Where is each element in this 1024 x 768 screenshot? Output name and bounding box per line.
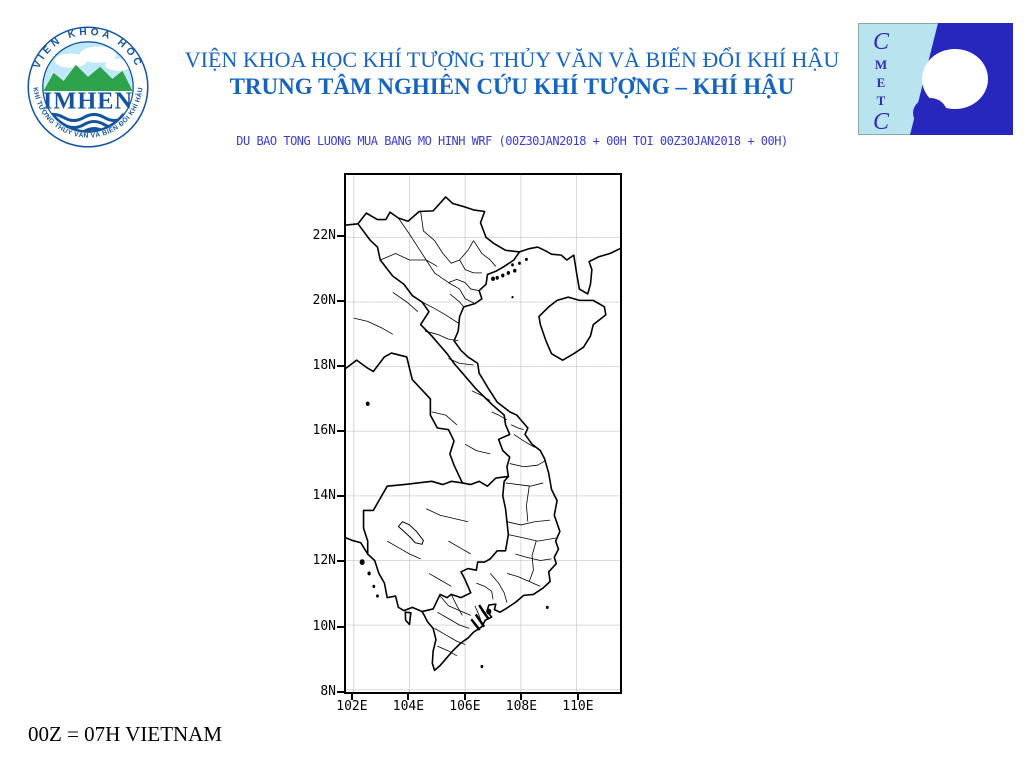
x-axis-label: 102E [336,699,368,714]
institute-title: VIỆN KHOA HỌC KHÍ TƯỢNG THỦY VĂN VÀ BIẾN… [184,47,840,72]
y-axis-label: 22N [312,227,336,243]
tonle-sap-lake [398,522,423,545]
x-axis-tick [463,694,466,700]
cambodia-vietnam-border [422,476,508,611]
cmetc-letter: C [873,29,890,55]
x-axis-label: 106E [449,699,481,714]
x-axis-tick [576,694,579,700]
x-axis-tick [350,694,353,700]
y-axis-label: 10N [312,618,336,634]
y-axis-label: 18N [312,358,336,374]
map-gridlines [346,175,620,692]
map-svg [346,175,620,692]
imhen-logo-icon: IMHEN VIEN KHOA HOC KHÍ TƯỢNG THỦY VĂN V… [24,8,152,165]
cmetc-swoosh-white [922,49,988,109]
china-border-coast [346,197,620,294]
cmetc-logo-svg: C M E T C [858,23,1013,135]
y-axis-tick [337,299,344,302]
laos-cambodia-border [462,476,508,486]
x-axis-label: 108E [505,699,538,714]
cmetc-logo-icon: C M E T C [858,23,1013,140]
center-title: TRUNG TÂM NGHIÊN CỨU KHÍ TƯỢNG – KHÍ HẬU [229,74,795,99]
x-axis-label: 110E [562,699,594,714]
y-axis-tick [337,560,344,563]
imhen-acronym: IMHEN [43,87,133,114]
phu-quoc-island [405,612,411,624]
islands [359,257,549,669]
y-axis-label: 8N [320,683,336,699]
cmetc-letter: M [875,57,887,72]
thailand-laos-border [346,353,462,554]
imhen-mountains [43,64,133,92]
map-frame [344,173,622,694]
hainan-island [539,297,606,360]
imhen-logo-svg: IMHEN VIEN KHOA HOC KHÍ TƯỢNG THỦY VĂN V… [27,26,149,148]
province-boundaries [354,212,557,656]
vietnam-coast [422,252,560,670]
x-axis-tick [520,694,523,700]
gulf-coast [346,538,422,612]
y-axis-label: 14N [312,488,336,504]
y-axis-tick [337,625,344,628]
x-axis-tick [407,694,410,700]
y-axis-tick [337,234,344,237]
cmetc-letter: T [877,93,886,108]
forecast-title: DU BAO TONG LUONG MUA BANG MO HINH WRF (… [236,134,788,148]
y-axis-label: 20N [312,292,336,308]
laos-vietnam-border [358,224,510,477]
y-axis-label: 16N [312,423,336,439]
cmetc-letter: E [877,75,886,90]
cmetc-letter: C [873,109,890,135]
y-axis-tick [337,690,344,693]
time-note: 00Z = 07H VIETNAM [28,722,223,746]
y-axis-label: 12N [312,553,336,569]
y-axis-tick [337,365,344,368]
country-boundaries [346,197,620,670]
y-axis-tick [337,430,344,433]
y-axis-tick [337,495,344,498]
x-axis-label: 104E [392,699,425,714]
header: VIỆN KHOA HỌC KHÍ TƯỢNG THỦY VĂN VÀ BIẾN… [0,46,1024,101]
